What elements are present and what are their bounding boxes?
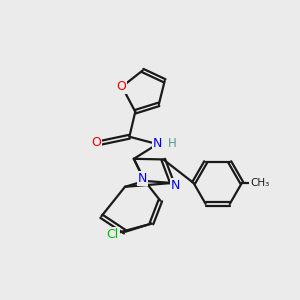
- Text: N: N: [171, 179, 180, 192]
- Text: O: O: [116, 80, 126, 93]
- Text: Cl: Cl: [106, 228, 119, 241]
- Text: N: N: [138, 172, 147, 185]
- Text: O: O: [91, 136, 101, 149]
- Text: CH₃: CH₃: [250, 178, 269, 188]
- Text: N: N: [153, 137, 162, 150]
- Text: H: H: [168, 137, 176, 150]
